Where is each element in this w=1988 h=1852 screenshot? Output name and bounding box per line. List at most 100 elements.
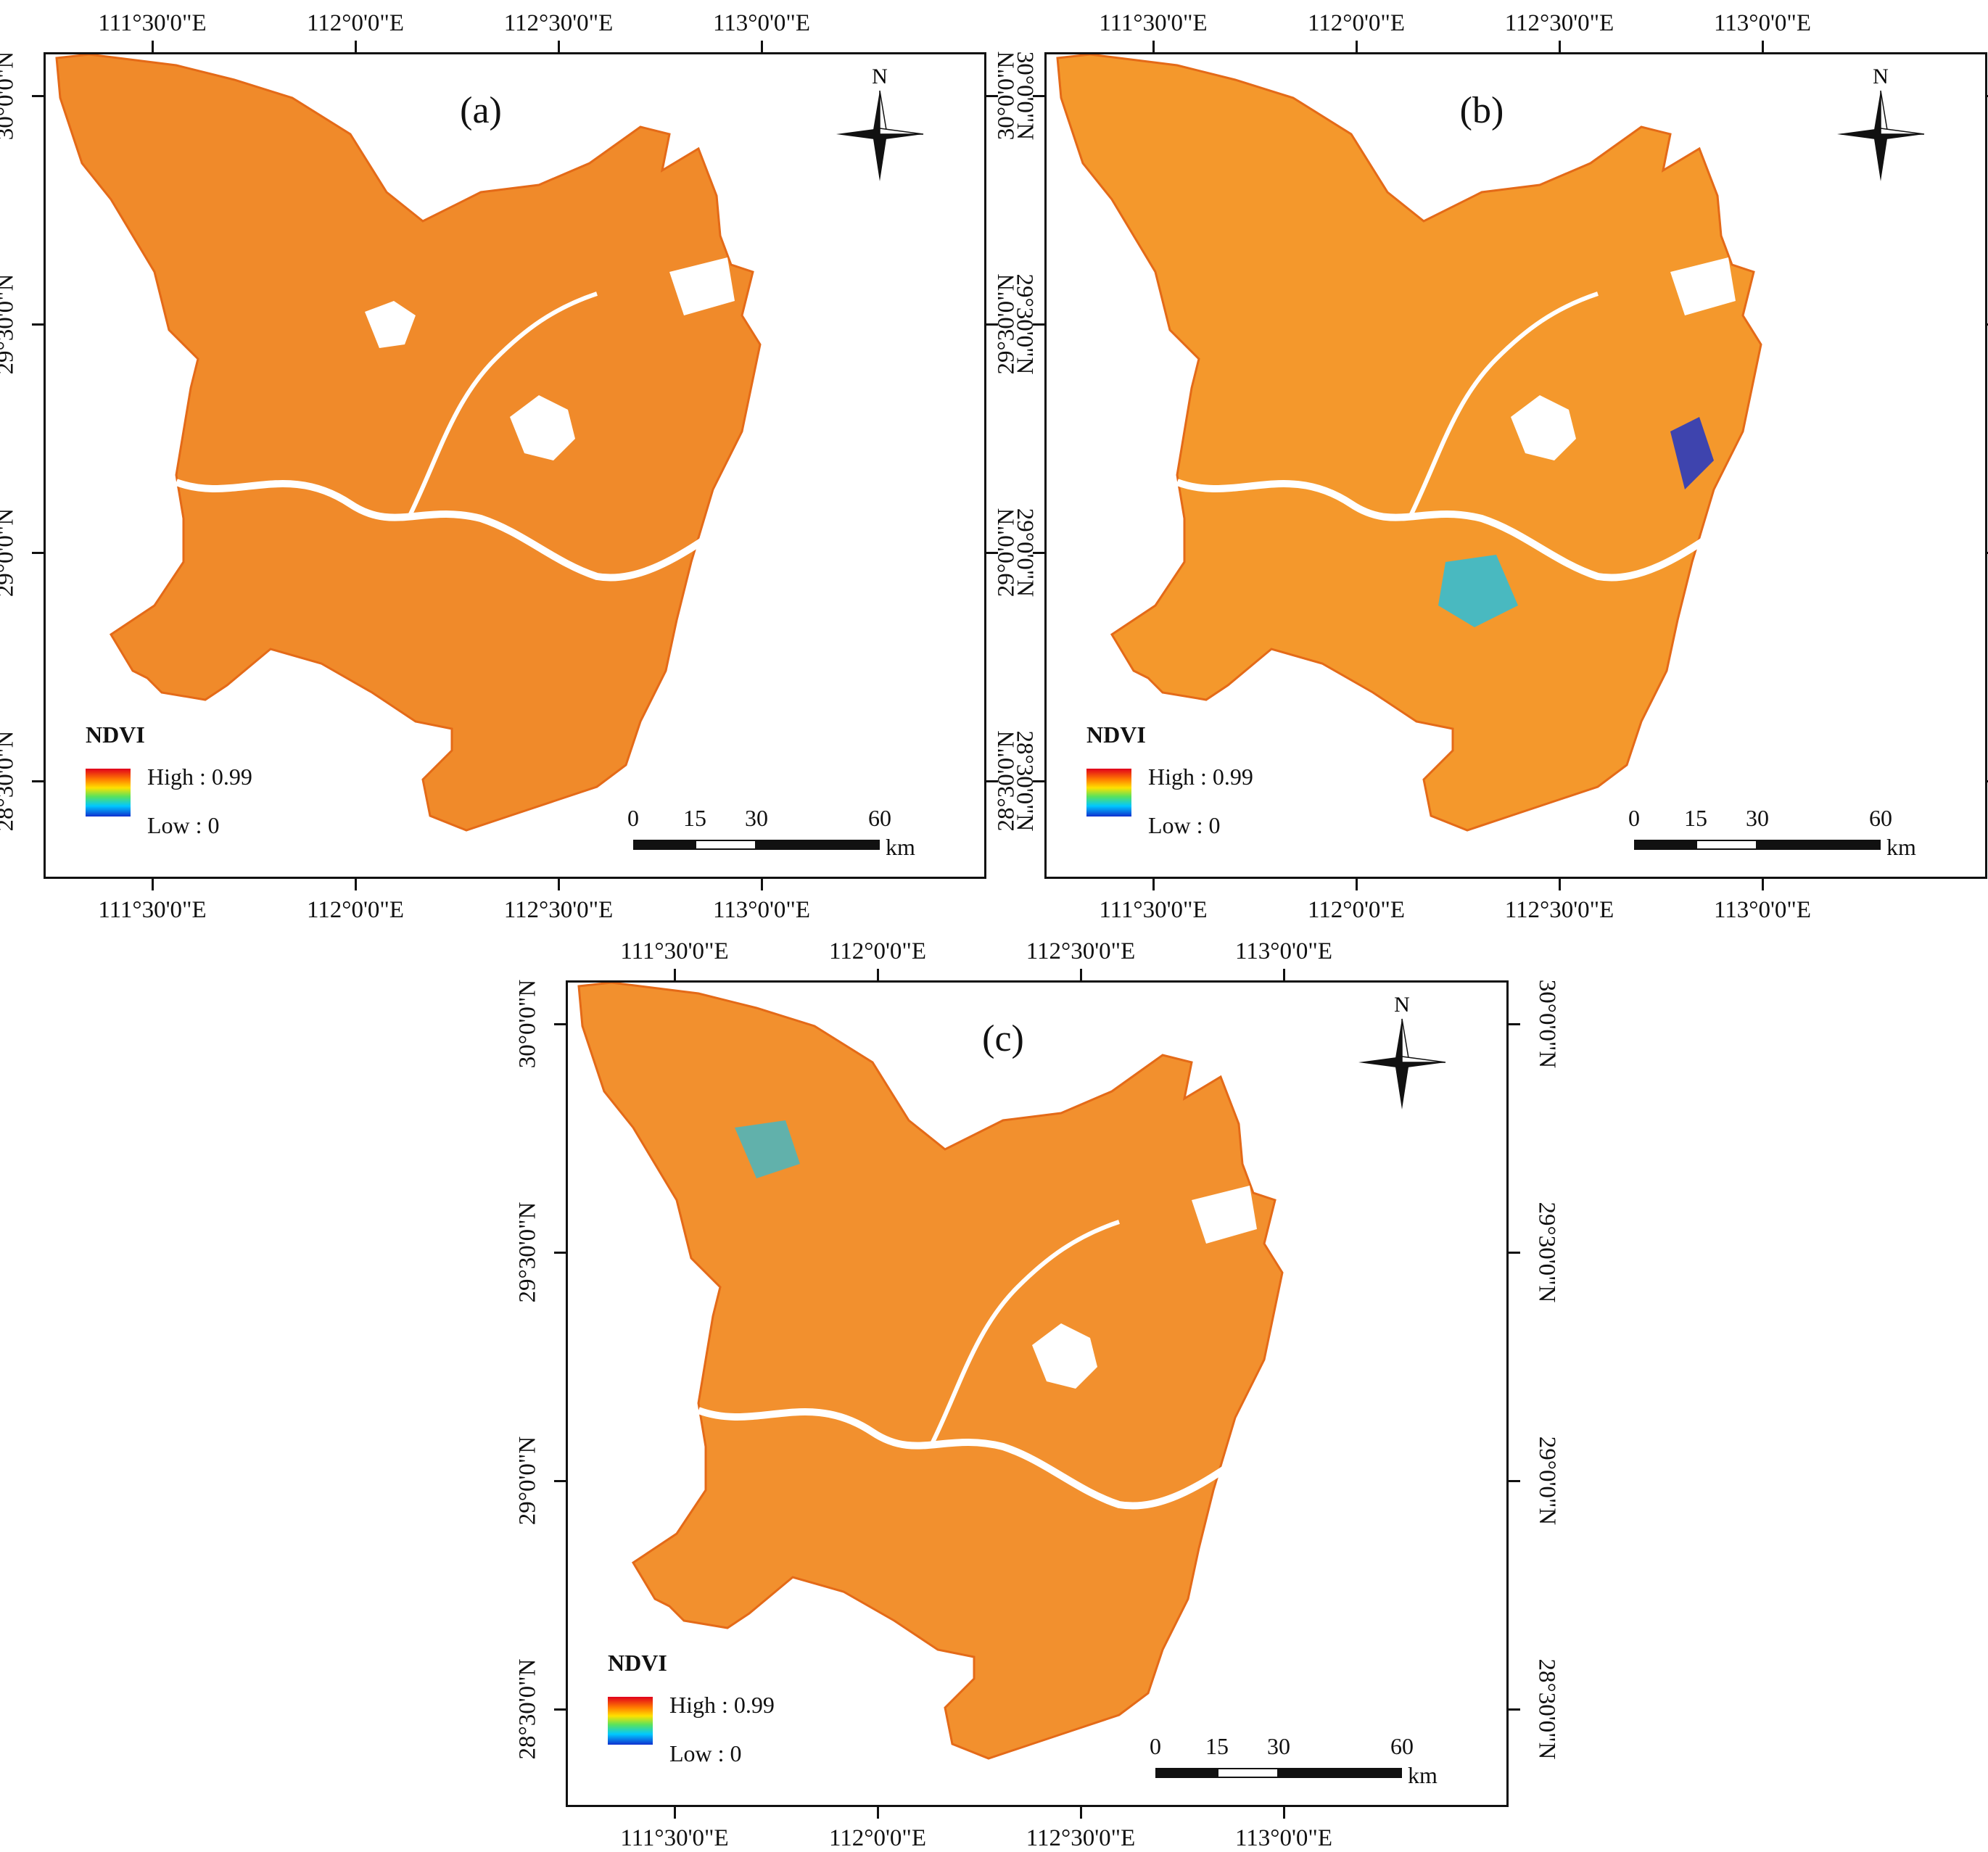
lat-label: 29°0'0"N xyxy=(993,508,1020,598)
lake xyxy=(1032,1323,1097,1389)
scale-bar: 0 15 30 60 km xyxy=(627,805,915,860)
ndvi-map xyxy=(55,54,762,832)
scale-bar: 0 15 30 60 km xyxy=(1150,1733,1438,1788)
lat-label: 30°0'0"N xyxy=(1533,979,1560,1069)
lake xyxy=(1192,1186,1257,1244)
lat-label: 28°30'0"N xyxy=(514,1658,541,1760)
map-panel-b: (b) N NDVI High : 0.99 Low : 0 0 15 30 6… xyxy=(994,10,1988,923)
north-label: N xyxy=(1394,993,1410,1017)
legend-low: Low : 0 xyxy=(147,812,220,838)
lon-label: 111°30'0"E xyxy=(1099,10,1208,36)
map-panel-c: (c) N NDVI High : 0.99 Low : 0 0 15 30 6… xyxy=(515,938,1560,1851)
lat-label: 29°30'0"N xyxy=(1533,1202,1560,1303)
map-frame: (c) N NDVI High : 0.99 Low : 0 0 15 30 6… xyxy=(566,980,1509,1807)
lon-label: 111°30'0"E xyxy=(1099,897,1208,923)
lon-label: 112°30'0"E xyxy=(503,10,614,36)
lon-label: 113°0'0"E xyxy=(712,10,811,36)
north-label: N xyxy=(1873,65,1889,88)
lake xyxy=(669,257,735,315)
lon-label: 112°30'0"E xyxy=(1026,1825,1136,1851)
wetland xyxy=(1670,417,1714,489)
lake xyxy=(1670,257,1736,315)
lon-label: 112°0'0"E xyxy=(1307,897,1406,923)
scale-tick: 0 xyxy=(627,805,639,831)
scale-tick: 15 xyxy=(683,805,706,831)
scale-tick: 0 xyxy=(1150,1733,1161,1759)
lat-label: 30°0'0"N xyxy=(514,979,541,1069)
river xyxy=(697,1407,1259,1510)
panel-label: (a) xyxy=(460,90,502,131)
lon-label: 112°0'0"E xyxy=(306,897,405,923)
lon-label: 113°0'0"E xyxy=(1234,938,1333,964)
lon-label: 112°0'0"E xyxy=(828,938,927,964)
lon-label: 113°0'0"E xyxy=(712,897,811,923)
lat-label: 29°0'0"N xyxy=(1533,1436,1560,1526)
ndvi-map xyxy=(1056,54,1762,832)
scale-unit: km xyxy=(886,834,915,860)
lake xyxy=(510,395,575,460)
study-area-outline xyxy=(55,54,762,832)
wetland xyxy=(735,1120,800,1178)
lon-label: 112°0'0"E xyxy=(828,1825,927,1851)
scale-unit: km xyxy=(1408,1762,1438,1788)
lon-label: 112°30'0"E xyxy=(1504,10,1614,36)
lat-label: 29°30'0"N xyxy=(0,273,19,375)
legend-low: Low : 0 xyxy=(669,1740,742,1766)
scale-tick: 15 xyxy=(1205,1733,1229,1759)
panel-label: (b) xyxy=(1459,90,1504,131)
legend-low: Low : 0 xyxy=(1148,812,1221,838)
wetland xyxy=(1438,555,1518,627)
lat-label: 30°0'0"N xyxy=(993,51,1020,141)
lat-label: 29°30'0"N xyxy=(514,1202,541,1303)
lon-label: 112°30'0"E xyxy=(1504,897,1614,923)
lon-label: 111°30'0"E xyxy=(620,938,729,964)
legend-high: High : 0.99 xyxy=(1148,764,1253,790)
scale-bar: 0 15 30 60 km xyxy=(1628,805,1916,860)
river xyxy=(406,292,598,520)
north-arrow-icon: N xyxy=(1837,65,1925,181)
scale-tick: 30 xyxy=(745,805,768,831)
lon-label: 113°0'0"E xyxy=(1234,1825,1333,1851)
legend-title: NDVI xyxy=(1086,722,1146,748)
lat-label: 28°30'0"N xyxy=(0,730,19,832)
lat-label: 29°0'0"N xyxy=(0,508,19,598)
scale-tick: 60 xyxy=(1390,1733,1414,1759)
lat-label: 30°0'0"N xyxy=(0,51,19,141)
scale-tick: 15 xyxy=(1684,805,1707,831)
ndvi-map xyxy=(577,983,1284,1760)
ndvi-color-ramp xyxy=(86,769,131,817)
river xyxy=(928,1220,1120,1448)
study-area-outline xyxy=(577,983,1284,1760)
lon-label: 112°0'0"E xyxy=(1307,10,1406,36)
lon-label: 113°0'0"E xyxy=(1713,897,1812,923)
scale-tick: 30 xyxy=(1267,1733,1290,1759)
panel-label: (c) xyxy=(982,1018,1024,1059)
map-frame: (a) N NDVI High : 0.99 Low : 0 0 15 30 6… xyxy=(44,52,986,879)
lake xyxy=(365,301,416,348)
lon-label: 111°30'0"E xyxy=(98,10,207,36)
lon-label: 112°0'0"E xyxy=(306,10,405,36)
north-arrow-icon: N xyxy=(836,65,924,181)
river xyxy=(1176,479,1738,582)
legend-high: High : 0.99 xyxy=(669,1692,775,1718)
map-frame: (b) N NDVI High : 0.99 Low : 0 0 15 30 6… xyxy=(1044,52,1987,879)
lon-label: 111°30'0"E xyxy=(620,1825,729,1851)
lat-label: 28°30'0"N xyxy=(1533,1658,1560,1760)
river xyxy=(1407,292,1599,520)
scale-unit: km xyxy=(1886,834,1916,860)
lat-label: 29°30'0"N xyxy=(993,273,1020,375)
ndvi-color-ramp xyxy=(1086,769,1131,817)
scale-tick: 60 xyxy=(1869,805,1892,831)
scale-tick: 60 xyxy=(868,805,891,831)
lat-label: 28°30'0"N xyxy=(993,730,1020,832)
north-label: N xyxy=(872,65,888,88)
scale-tick: 30 xyxy=(1746,805,1769,831)
lon-label: 113°0'0"E xyxy=(1713,10,1812,36)
lon-label: 111°30'0"E xyxy=(98,897,207,923)
river xyxy=(175,479,737,582)
lake xyxy=(1511,395,1576,460)
lon-label: 112°30'0"E xyxy=(503,897,614,923)
legend-title: NDVI xyxy=(608,1650,667,1676)
study-area-outline xyxy=(1056,54,1762,832)
map-panel-a: (a) N NDVI High : 0.99 Low : 0 0 15 30 6… xyxy=(0,10,1038,923)
